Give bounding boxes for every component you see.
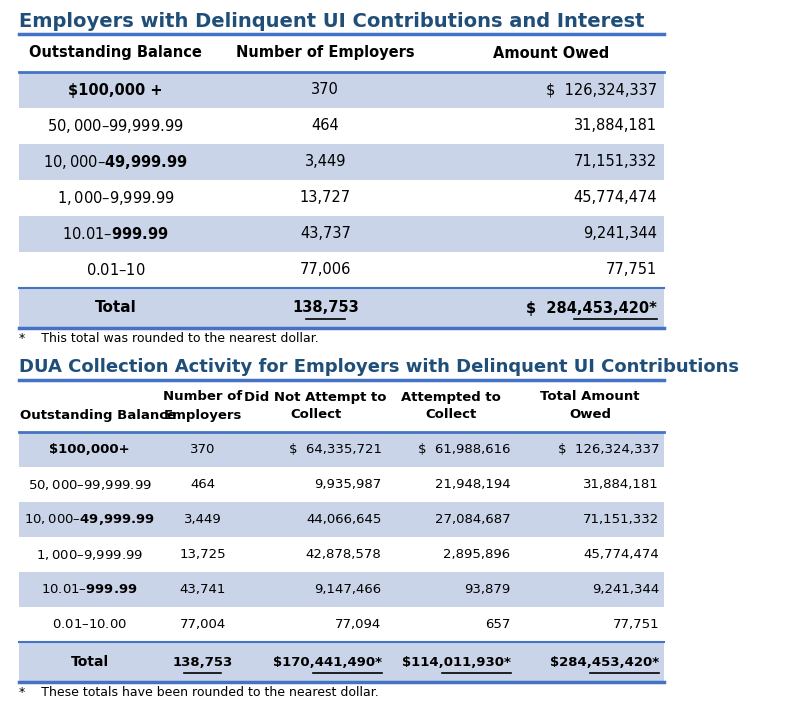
Bar — [18, 252, 664, 288]
Text: 31,884,181: 31,884,181 — [583, 478, 659, 491]
Text: Outstanding Balance: Outstanding Balance — [21, 409, 177, 422]
Text: 2,895,896: 2,895,896 — [443, 548, 510, 561]
Text: $  61,988,616: $ 61,988,616 — [418, 443, 510, 456]
Text: 9,241,344: 9,241,344 — [592, 583, 659, 596]
Text: $  126,324,337: $ 126,324,337 — [546, 82, 658, 97]
Text: 77,751: 77,751 — [613, 618, 659, 631]
Text: 138,753: 138,753 — [173, 656, 233, 669]
Text: Total: Total — [70, 655, 109, 669]
Text: 657: 657 — [486, 618, 510, 631]
Text: 45,774,474: 45,774,474 — [583, 548, 659, 561]
Text: $0.01–$10.00: $0.01–$10.00 — [52, 618, 127, 631]
Text: Owed: Owed — [569, 409, 611, 422]
Text: Did Not Attempt to: Did Not Attempt to — [245, 391, 387, 404]
Text: 138,753: 138,753 — [292, 300, 358, 316]
Text: $10.01–$999.99: $10.01–$999.99 — [42, 583, 138, 596]
Bar — [18, 180, 664, 216]
Text: $10.01–$999.99: $10.01–$999.99 — [62, 226, 169, 242]
Text: 43,737: 43,737 — [300, 227, 350, 241]
Text: 9,935,987: 9,935,987 — [314, 478, 382, 491]
Text: 27,084,687: 27,084,687 — [435, 513, 510, 526]
Text: $170,441,490*: $170,441,490* — [273, 656, 382, 669]
Text: 31,884,181: 31,884,181 — [574, 118, 658, 134]
Text: 3,449: 3,449 — [184, 513, 222, 526]
Text: 42,878,578: 42,878,578 — [306, 548, 382, 561]
Text: 77,094: 77,094 — [335, 618, 382, 631]
Text: DUA Collection Activity for Employers with Delinquent UI Contributions: DUA Collection Activity for Employers wi… — [18, 358, 738, 376]
Text: 13,725: 13,725 — [179, 548, 226, 561]
Text: 71,151,332: 71,151,332 — [574, 155, 658, 170]
Text: Total Amount: Total Amount — [540, 391, 640, 404]
Text: Number of: Number of — [163, 391, 242, 404]
Text: Collect: Collect — [426, 409, 477, 422]
Bar — [18, 467, 664, 502]
Bar — [18, 432, 664, 467]
Text: 9,147,466: 9,147,466 — [314, 583, 382, 596]
Bar — [18, 108, 664, 144]
Text: Employers: Employers — [163, 409, 242, 422]
Bar — [18, 537, 664, 572]
Text: Number of Employers: Number of Employers — [236, 45, 414, 61]
Text: Attempted to: Attempted to — [402, 391, 501, 404]
Text: 77,006: 77,006 — [300, 263, 351, 277]
Text: $100,000 +: $100,000 + — [68, 82, 163, 97]
Text: 13,727: 13,727 — [300, 191, 351, 206]
Text: $0.01–$10: $0.01–$10 — [86, 262, 146, 278]
Text: $284,453,420*: $284,453,420* — [550, 656, 659, 669]
Text: 77,751: 77,751 — [606, 263, 658, 277]
Text: $114,011,930*: $114,011,930* — [402, 656, 510, 669]
Text: $  126,324,337: $ 126,324,337 — [558, 443, 659, 456]
Bar — [18, 144, 664, 180]
Text: *    These totals have been rounded to the nearest dollar.: * These totals have been rounded to the … — [18, 686, 378, 699]
Bar — [18, 216, 664, 252]
Text: Total: Total — [94, 300, 137, 316]
Text: 9,241,344: 9,241,344 — [583, 227, 658, 241]
Text: 77,004: 77,004 — [179, 618, 226, 631]
Text: $  64,335,721: $ 64,335,721 — [289, 443, 382, 456]
Text: 44,066,645: 44,066,645 — [306, 513, 382, 526]
Bar — [18, 72, 664, 108]
Text: 45,774,474: 45,774,474 — [574, 191, 658, 206]
Text: $50,000–$99,999.99: $50,000–$99,999.99 — [47, 117, 184, 135]
Bar — [18, 502, 664, 537]
Text: 3,449: 3,449 — [305, 155, 346, 170]
Text: $  284,453,420*: $ 284,453,420* — [526, 300, 658, 316]
Text: $1,000–$9,999.99: $1,000–$9,999.99 — [36, 547, 143, 562]
Bar — [18, 572, 664, 607]
Text: 370: 370 — [190, 443, 215, 456]
Text: 43,741: 43,741 — [179, 583, 226, 596]
Text: Amount Owed: Amount Owed — [493, 45, 610, 61]
Text: $100,000+: $100,000+ — [50, 443, 130, 456]
Text: Employers with Delinquent UI Contributions and Interest: Employers with Delinquent UI Contributio… — [18, 12, 644, 31]
Text: 21,948,194: 21,948,194 — [435, 478, 510, 491]
Text: *    This total was rounded to the nearest dollar.: * This total was rounded to the nearest … — [18, 332, 318, 345]
Bar — [18, 642, 664, 682]
Text: $10,000–$49,999.99: $10,000–$49,999.99 — [24, 512, 155, 527]
Text: 370: 370 — [311, 82, 339, 97]
Bar — [18, 607, 664, 642]
Text: Collect: Collect — [290, 409, 342, 422]
Text: $50,000–$99,999.99: $50,000–$99,999.99 — [28, 477, 152, 492]
Text: 71,151,332: 71,151,332 — [582, 513, 659, 526]
Text: 464: 464 — [311, 118, 339, 134]
Text: $1,000–$9,999.99: $1,000–$9,999.99 — [57, 189, 174, 207]
Text: $10,000–$49,999.99: $10,000–$49,999.99 — [43, 153, 188, 171]
Bar — [18, 288, 664, 328]
Text: 93,879: 93,879 — [464, 583, 510, 596]
Text: Outstanding Balance: Outstanding Balance — [29, 45, 202, 61]
Text: 464: 464 — [190, 478, 215, 491]
